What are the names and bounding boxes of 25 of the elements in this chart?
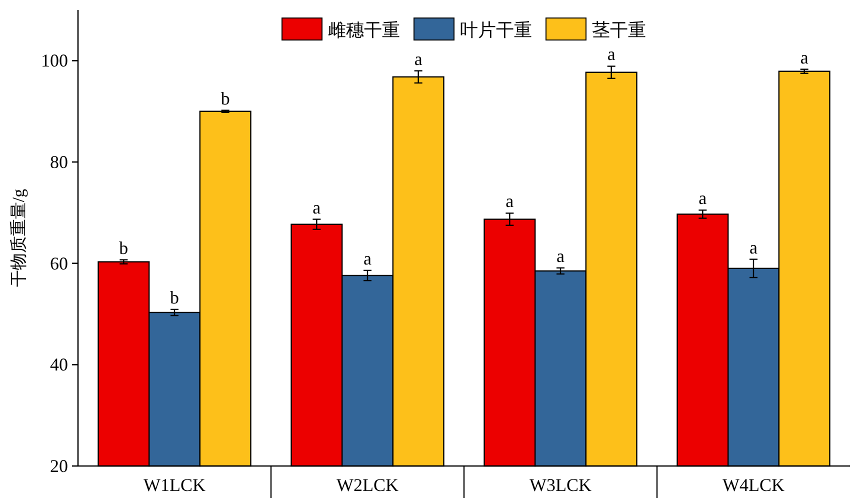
x-tick-label: W1LCK xyxy=(144,475,206,495)
data-label: b xyxy=(220,88,230,108)
legend-label: 茎干重 xyxy=(592,20,646,41)
data-label: a xyxy=(364,248,372,268)
data-label: a xyxy=(800,47,808,68)
data-label: a xyxy=(414,48,422,69)
data-label: a xyxy=(312,197,321,218)
x-tick-label: W4LCK xyxy=(722,475,784,495)
data-label: a xyxy=(698,188,707,208)
x-tick-label: W3LCK xyxy=(530,475,592,495)
data-label: a xyxy=(750,237,758,258)
legend-label: 叶片干重 xyxy=(460,20,532,41)
y-tick-label: 20 xyxy=(50,456,68,476)
data-label: a xyxy=(506,191,514,212)
y-tick-label: 80 xyxy=(50,152,68,172)
data-label: a xyxy=(556,246,564,266)
legend-label: 雌穗干重 xyxy=(328,20,400,41)
data-label: b xyxy=(119,238,128,258)
y-axis-title: 干物质重量/g xyxy=(9,188,28,288)
y-tick-label: 100 xyxy=(41,50,68,71)
x-tick-label: W2LCK xyxy=(336,475,398,495)
data-label: b xyxy=(170,287,179,308)
y-tick-label: 40 xyxy=(50,354,68,375)
y-tick-label: 60 xyxy=(50,253,68,274)
data-label: a xyxy=(607,44,616,64)
